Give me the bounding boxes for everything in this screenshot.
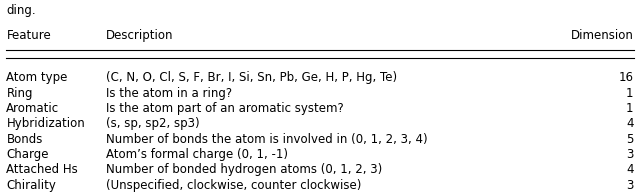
Text: 5: 5 <box>626 133 634 146</box>
Text: Number of bonds the atom is involved in (0, 1, 2, 3, 4): Number of bonds the atom is involved in … <box>106 133 428 146</box>
Text: 3: 3 <box>626 179 634 192</box>
Text: 3: 3 <box>626 148 634 161</box>
Text: Is the atom in a ring?: Is the atom in a ring? <box>106 87 232 100</box>
Text: 16: 16 <box>619 71 634 84</box>
Text: (C, N, O, Cl, S, F, Br, I, Si, Sn, Pb, Ge, H, P, Hg, Te): (C, N, O, Cl, S, F, Br, I, Si, Sn, Pb, G… <box>106 71 397 84</box>
Text: Atom type: Atom type <box>6 71 68 84</box>
Text: 4: 4 <box>626 117 634 130</box>
Text: 4: 4 <box>626 163 634 176</box>
Text: Chirality: Chirality <box>6 179 56 192</box>
Text: 1: 1 <box>626 102 634 115</box>
Text: 1: 1 <box>626 87 634 100</box>
Text: Charge: Charge <box>6 148 49 161</box>
Text: Ring: Ring <box>6 87 33 100</box>
Text: Dimension: Dimension <box>571 29 634 42</box>
Text: Description: Description <box>106 29 173 42</box>
Text: Hybridization: Hybridization <box>6 117 85 130</box>
Text: Feature: Feature <box>6 29 51 42</box>
Text: Atom’s formal charge (0, 1, -1): Atom’s formal charge (0, 1, -1) <box>106 148 287 161</box>
Text: Bonds: Bonds <box>6 133 43 146</box>
Text: (s, sp, sp2, sp3): (s, sp, sp2, sp3) <box>106 117 199 130</box>
Text: ding.: ding. <box>6 4 36 17</box>
Text: Number of bonded hydrogen atoms (0, 1, 2, 3): Number of bonded hydrogen atoms (0, 1, 2… <box>106 163 382 176</box>
Text: Attached Hs: Attached Hs <box>6 163 78 176</box>
Text: Is the atom part of an aromatic system?: Is the atom part of an aromatic system? <box>106 102 343 115</box>
Text: (Unspecified, clockwise, counter clockwise): (Unspecified, clockwise, counter clockwi… <box>106 179 361 192</box>
Text: Aromatic: Aromatic <box>6 102 60 115</box>
